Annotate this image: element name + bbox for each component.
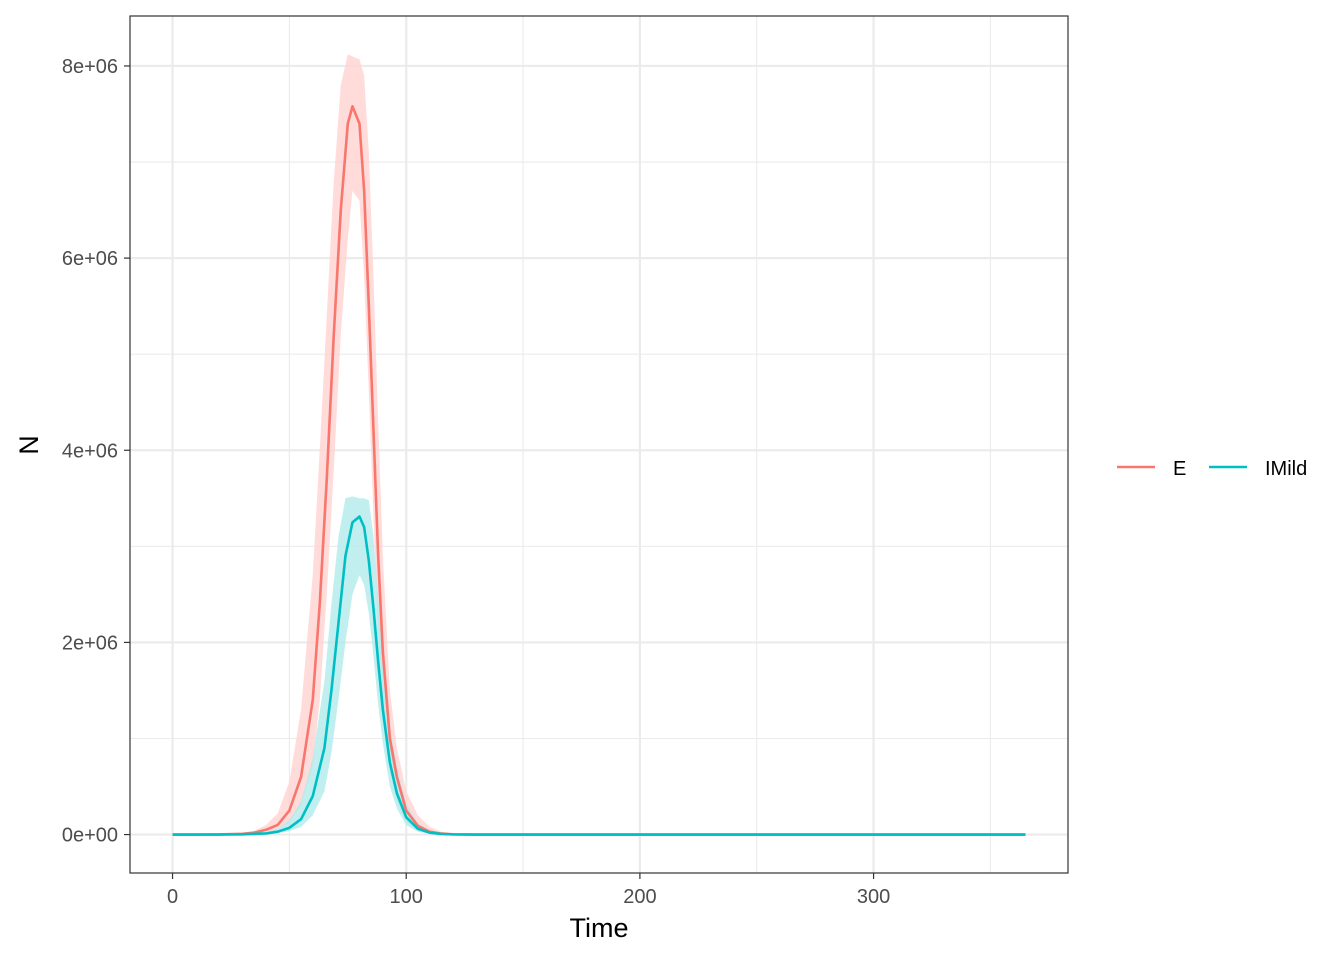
y-axis-label: N [14,435,44,455]
series-band-imild [172,496,1026,835]
x-tick-label: 0 [167,886,178,908]
y-tick-label: 4e+06 [62,440,118,462]
x-axis-label: Time [570,913,629,943]
y-tick-label: 8e+06 [62,56,118,78]
y-tick-label: 0e+00 [62,825,118,847]
panel-border [129,15,1069,874]
x-tick-label: 200 [623,886,656,908]
legend-label-imild: IMild [1265,458,1307,480]
series-band-e [172,54,1026,835]
legend: E IMild [1115,450,1307,484]
plot-panel [129,15,1069,874]
legend-label-e: E [1173,458,1186,480]
y-tick-label: 2e+06 [62,632,118,654]
x-tick-label: 300 [857,886,890,908]
y-tick-label: 6e+06 [62,248,118,270]
axes: 0 100 200 300 0e+00 2e+06 4e+06 6e+06 8e+06 [62,56,890,908]
x-tick-label: 100 [390,886,423,908]
series-line-imild [172,515,1026,836]
